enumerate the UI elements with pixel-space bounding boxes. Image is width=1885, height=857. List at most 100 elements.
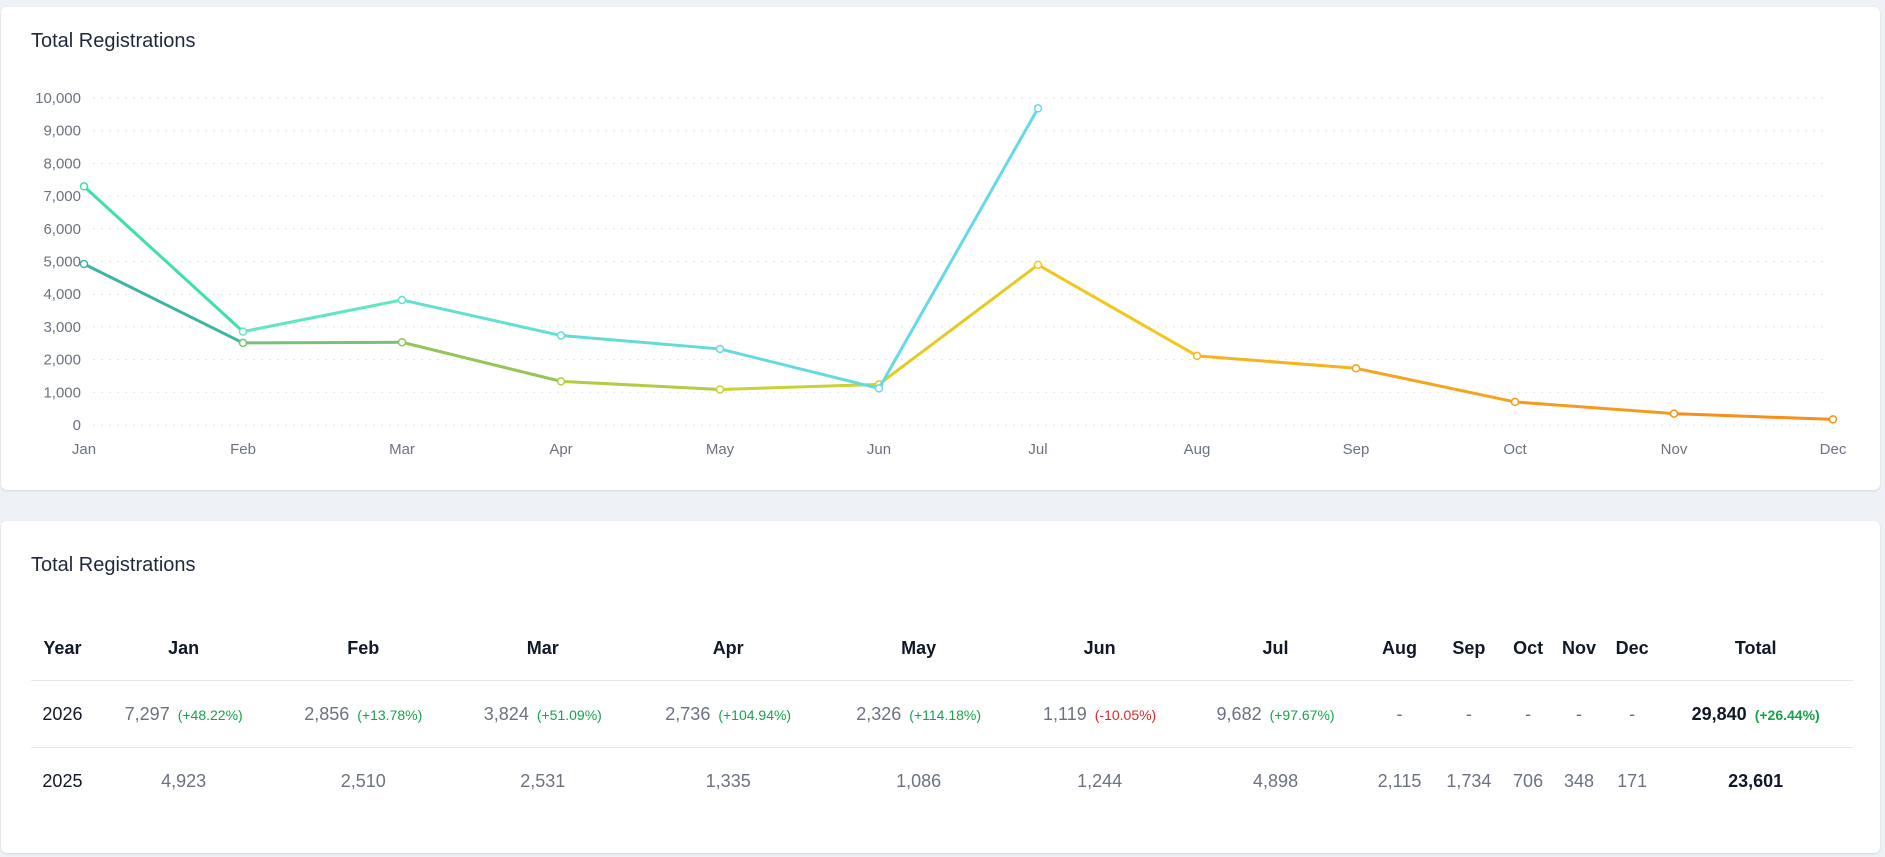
change-badge: (+51.09%) [536, 706, 602, 723]
y-tick-label: 7,000 [43, 188, 81, 205]
series-0-segment [718, 347, 881, 390]
month-cell: 2,531 [453, 748, 633, 815]
x-tick-label: Jul [1028, 441, 1047, 458]
cell-value: 171 [1617, 770, 1648, 791]
column-header: Total [1658, 616, 1853, 681]
y-tick-label: 2,000 [43, 352, 81, 369]
column-header: May [823, 616, 1014, 681]
cell-value: - [1629, 703, 1636, 724]
x-tick-label: Feb [230, 441, 256, 458]
series-0-segment [559, 334, 722, 351]
cell-value: 1,335 [705, 770, 751, 791]
column-header: Oct [1504, 616, 1553, 681]
change-badge: (+48.22%) [177, 706, 243, 723]
series-1-point [397, 337, 407, 347]
month-cell: 3,824 (+51.09%) [453, 680, 633, 748]
change-badge: (-10.05%) [1094, 706, 1157, 723]
month-cell: 1,244 [1013, 748, 1185, 815]
series-1-point [1828, 415, 1838, 424]
table-card: Total Registrations Year Jan Feb Mar Apr May J… [1, 521, 1880, 853]
y-tick-label: 8,000 [43, 155, 81, 172]
change-badge: (+26.44%) [1754, 706, 1820, 723]
series-0-segment [82, 184, 245, 334]
month-cell: 2,736 (+104.94%) [632, 680, 824, 748]
series-1-point [1669, 409, 1679, 418]
x-tick-label: Sep [1343, 441, 1370, 458]
y-tick-label: 0 [73, 417, 81, 434]
cell-value: 4,898 [1253, 770, 1299, 791]
series-1-segment [1513, 400, 1676, 416]
series-0-point [715, 344, 725, 354]
cell-value: 2,115 [1377, 770, 1422, 791]
year-cell: 2026 [31, 680, 94, 748]
column-header: Sep [1433, 616, 1505, 681]
registrations-line-chart: 0 1,000 2,000 3,000 4,000 5,000 6,000 7,000 8,00… [35, 90, 1847, 458]
cell-value: 1,734 [1446, 770, 1492, 791]
column-header: Jan [93, 616, 274, 681]
cell-value: 23,601 [1728, 770, 1784, 791]
month-cell: 2,115 [1365, 748, 1433, 815]
column-header: Jun [1013, 616, 1186, 681]
y-tick-label: 1,000 [43, 384, 81, 401]
total-cell: 29,840 (+26.44%) [1658, 680, 1853, 748]
series-0-point [79, 182, 89, 191]
month-cell: 7,297 (+48.22%) [93, 680, 274, 748]
month-cell: - [1365, 680, 1434, 748]
cell-value: 29,840 [1691, 703, 1747, 724]
series-1-segment [718, 382, 881, 391]
series-1-point [1033, 260, 1043, 270]
series-1-segment [1672, 412, 1835, 421]
x-tick-label: Oct [1503, 441, 1527, 458]
year-cell: 2025 [42, 770, 83, 791]
series-1-segment [1354, 366, 1517, 404]
series-1-segment [1195, 354, 1358, 370]
cell-value: 2,510 [340, 770, 386, 791]
change-badge: (+13.78%) [357, 706, 423, 723]
table-body: 2026 7,297 (+48.22%) 2,856 (+13.78%) 3,824 (+5… [31, 680, 1853, 815]
month-cell: 171 [1606, 748, 1658, 815]
y-tick-label: 3,000 [43, 319, 81, 336]
y-tick-label: 5,000 [43, 254, 81, 271]
column-header: Feb [273, 616, 454, 681]
series-1-segment [241, 340, 404, 345]
cell-value: 2,856 [304, 703, 350, 724]
table-title: Total Registrations [31, 554, 196, 576]
series-0-segment [877, 106, 1040, 390]
cell-value: - [1575, 703, 1582, 724]
cell-value: 706 [1513, 770, 1544, 791]
change-badge: (+114.18%) [909, 706, 982, 723]
x-tick-label: Apr [549, 441, 572, 458]
change-badge: (+104.94%) [718, 706, 792, 723]
table-row: 2025 4,923 2,510 2,531 1,335 1,086 1,244 4,898 2… [31, 748, 1853, 815]
month-cell: 2,326 (+114.18%) [823, 680, 1014, 748]
column-header: Aug [1365, 616, 1434, 681]
y-tick-label: 6,000 [43, 221, 81, 238]
cell-value: 3,824 [483, 703, 529, 724]
y-tick-label: 4,000 [43, 286, 81, 303]
x-tick-label: Jan [72, 441, 96, 458]
chart-card: Total Registrations 0 1,000 2,000 3,000 4,00… [1, 7, 1880, 490]
series-1-segment [400, 340, 563, 383]
month-cell: 2,510 [273, 748, 453, 815]
series-1-point [238, 338, 248, 348]
series-0-point [556, 331, 566, 340]
month-cell: 4,898 [1186, 748, 1366, 815]
series-1-segment [559, 379, 722, 391]
series-0-segment [400, 298, 563, 338]
cell-value: 1,086 [896, 770, 942, 791]
cell-value: 4,923 [161, 770, 207, 791]
cell-value: 2,531 [520, 770, 566, 791]
column-header: Dec [1605, 616, 1659, 681]
y-tick-label: 10,000 [35, 90, 81, 107]
series-1-point [1351, 364, 1361, 373]
month-cell: 1,335 [633, 748, 824, 815]
month-cell: 706 [1504, 748, 1552, 815]
month-cell: - [1433, 680, 1505, 748]
series-1-point [79, 259, 89, 269]
month-cell: - [1504, 680, 1553, 748]
series-0-point [1033, 104, 1043, 113]
cell-value: - [1465, 703, 1472, 724]
cell-value: 2,326 [856, 703, 902, 724]
month-cell: - [1605, 680, 1659, 748]
series-0-segment [241, 298, 404, 334]
